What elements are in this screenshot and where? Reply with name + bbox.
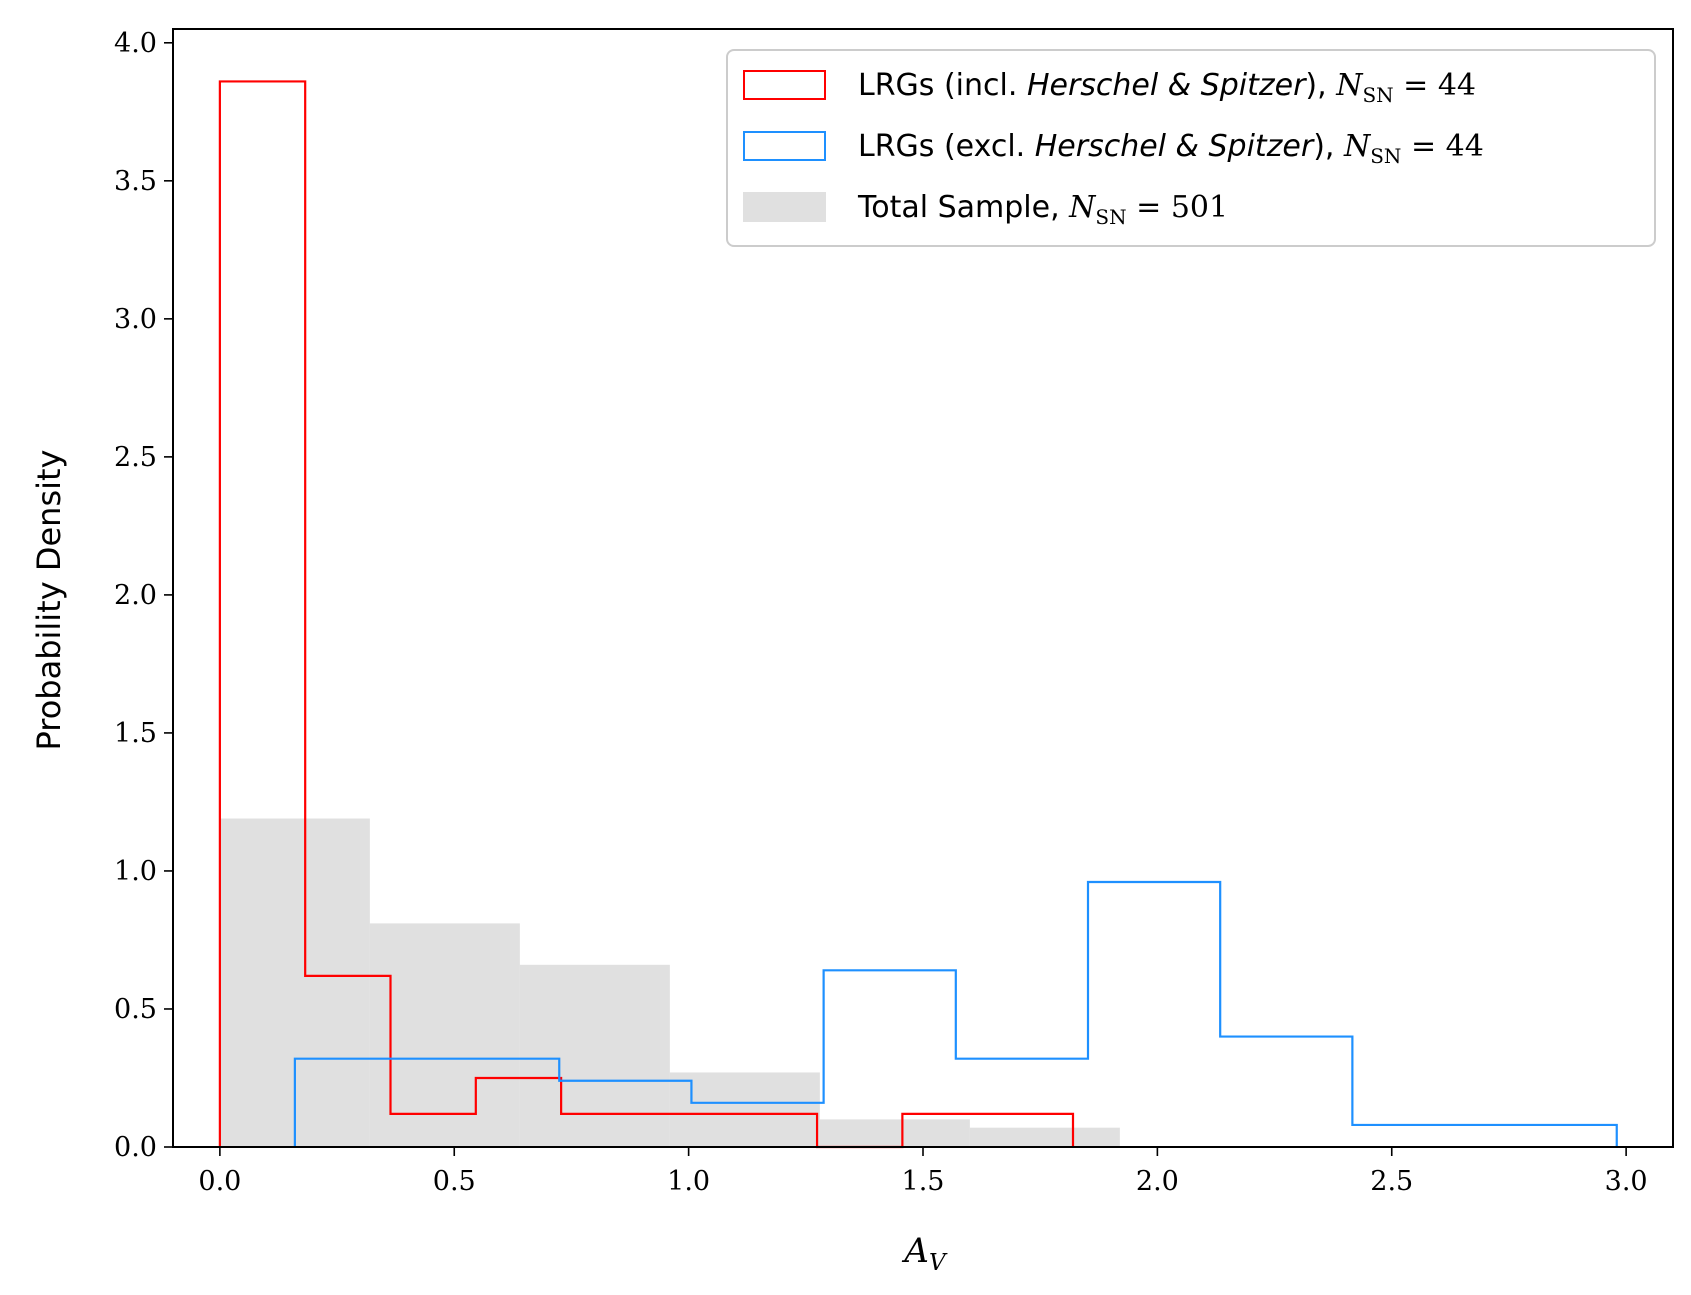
x-axis-label: AV — [901, 1231, 948, 1276]
legend-label-part: LRGs (excl. — [858, 129, 1035, 164]
step-series-2 — [293, 880, 1618, 1147]
y-tick-label: 3.0 — [114, 304, 157, 335]
x-tick-label: 1.0 — [667, 1166, 710, 1197]
legend-label-part: SN — [1370, 144, 1401, 168]
legend-label-part: SN — [1362, 83, 1393, 107]
legend-label-part: N — [1343, 129, 1372, 164]
legend-label-part: N — [1068, 190, 1097, 225]
x-tick-label: 2.5 — [1370, 1166, 1413, 1197]
total-sample-bar — [819, 1119, 970, 1147]
step-series-1 — [218, 80, 1075, 1149]
legend-label-part: = 44 — [1394, 68, 1476, 103]
y-tick-label: 2.0 — [114, 580, 157, 611]
legend-swatch — [743, 192, 826, 222]
total-sample-bar — [369, 923, 520, 1147]
legend-label: Total Sample, NSN = 501 — [857, 190, 1228, 229]
x-tick-label: 2.0 — [1136, 1166, 1179, 1197]
legend-swatch — [743, 131, 826, 161]
x-tick-label: 0.0 — [198, 1166, 241, 1197]
x-tick-label: 0.5 — [433, 1166, 476, 1197]
y-axis-label: Probability Density — [30, 450, 68, 751]
total-sample-bar — [519, 964, 670, 1147]
legend-label-part: = 44 — [1401, 129, 1483, 164]
legend-label-part: Herschel & Spitzer — [1035, 129, 1315, 164]
legend-frame — [726, 49, 1656, 247]
legend-label-part: ), — [1313, 129, 1344, 164]
total-sample-bar — [669, 1072, 820, 1147]
x-tick-label: 3.0 — [1605, 1166, 1648, 1197]
total-sample-bar — [969, 1127, 1120, 1147]
legend-label-part: Herschel & Spitzer — [1027, 68, 1307, 103]
x-tick-label: 1.5 — [902, 1166, 945, 1197]
y-tick-label: 0.5 — [114, 994, 157, 1025]
legend-swatch — [743, 70, 826, 100]
y-tick-label: 0.0 — [114, 1132, 157, 1163]
legend-label-part: LRGs (incl. — [858, 68, 1027, 103]
y-tick-label: 2.5 — [114, 442, 157, 473]
legend-label: LRGs (excl. Herschel & Spitzer), NSN = 4… — [858, 129, 1484, 168]
legend-label-part: SN — [1095, 205, 1126, 229]
y-tick-label: 3.5 — [114, 166, 157, 197]
legend-label-part: Total Sample, — [857, 190, 1069, 225]
legend-label: LRGs (incl. Herschel & Spitzer), NSN = 4… — [858, 68, 1476, 107]
legend-label-part: = 501 — [1127, 190, 1228, 225]
legend-label-part: ), — [1305, 68, 1336, 103]
y-tick-label: 1.5 — [114, 718, 157, 749]
ticks-layer: 0.0 0.5 1.0 1.5 2.0 2.5 3.0 0.0 0.5 1.0 1.5 2.0 2.5 3… — [114, 28, 1648, 1197]
legend-label-part: N — [1335, 68, 1364, 103]
y-tick-label: 4.0 — [114, 28, 157, 59]
x-axis-label-main: A — [901, 1231, 929, 1271]
legend: LRGs (incl. Herschel & Spitzer), NSN = 4… — [726, 49, 1656, 247]
data-layer — [218, 80, 1618, 1149]
x-axis-label-sub: V — [929, 1250, 948, 1276]
legend-entries: LRGs (incl. Herschel & Spitzer), NSN = 4… — [743, 68, 1484, 229]
y-tick-label: 1.0 — [114, 856, 157, 887]
